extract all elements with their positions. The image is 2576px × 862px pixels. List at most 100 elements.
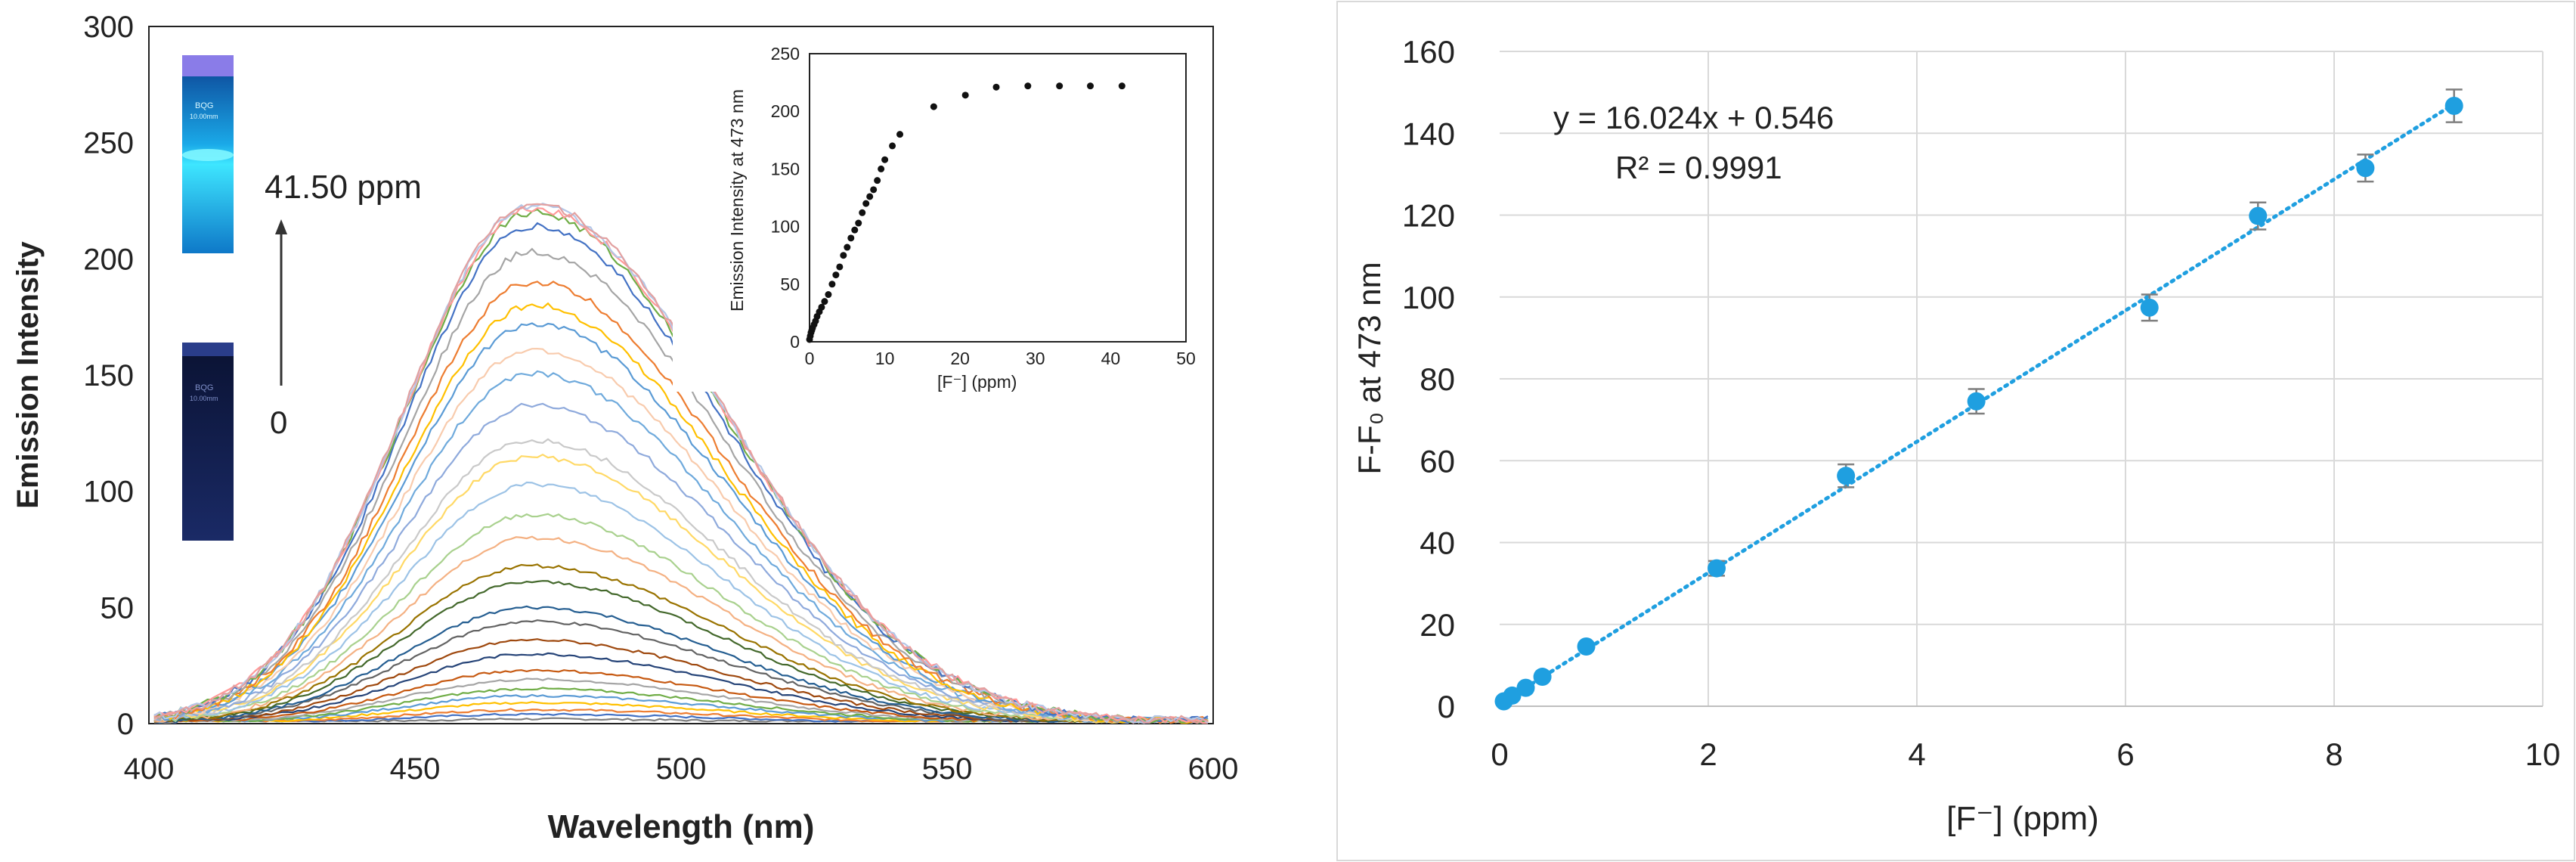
fit-equation: y = 16.024x + 0.546 xyxy=(1553,100,1834,135)
calibration-chart: 0 20 40 60 80 100 120 140 160 0 2 4 6 8 10 [F⁻] (ppm)… xyxy=(1336,1,2575,861)
calibration-fit-group xyxy=(1497,101,2457,706)
top-concentration-label: 41.50 ppm xyxy=(265,169,422,206)
inset-data-point xyxy=(881,156,889,163)
spectra-x-tick-label: 550 xyxy=(922,752,973,786)
inset-data-point xyxy=(878,165,885,172)
calibration-data-point xyxy=(2249,206,2268,225)
calibration-y-tick-label: 60 xyxy=(1420,443,1455,479)
spectrum-line xyxy=(153,535,1209,724)
calibration-x-tick-label: 8 xyxy=(2325,736,2342,772)
inset-points-group xyxy=(806,82,1125,343)
inset-titration-chart: 0 50 100 150 200 250 0 10 20 30 40 50 [F⁻] (ppm) E… xyxy=(673,29,1202,392)
calibration-data-point xyxy=(1577,637,1596,656)
inset-data-point xyxy=(825,291,832,299)
calibration-x-axis-label: [F⁻] (ppm) xyxy=(1946,800,2099,837)
spectra-x-tick-label: 400 xyxy=(124,752,175,786)
spectra-y-tick-label: 50 xyxy=(101,591,135,625)
calibration-x-tick-label: 6 xyxy=(2116,736,2134,772)
calibration-y-tick-label: 140 xyxy=(1402,116,1455,151)
calibration-y-tick-label: 0 xyxy=(1438,689,1455,724)
spectra-x-tick-label: 600 xyxy=(1188,752,1239,786)
calibration-y-tick-label: 40 xyxy=(1420,526,1455,561)
inset-data-point xyxy=(847,234,855,242)
spectrum-line xyxy=(153,481,1209,724)
inset-y-tick-labels: 0 50 100 150 200 250 xyxy=(771,44,800,352)
inset-x-tick-label: 10 xyxy=(875,349,895,368)
inset-x-tick-labels: 0 10 20 30 40 50 xyxy=(805,349,1196,368)
inset-data-point xyxy=(870,186,878,194)
cuvette-bottom-sublabel: 10.00mm xyxy=(190,395,218,402)
inset-background xyxy=(673,29,1202,392)
inset-x-axis-label: [F⁻] (ppm) xyxy=(937,372,1017,392)
spectra-x-tick-labels: 400 450 500 550 600 xyxy=(124,752,1239,786)
spectrum-line xyxy=(153,281,1209,724)
spectra-x-tick-label: 450 xyxy=(390,752,441,786)
calibration-data-point xyxy=(1708,559,1726,578)
calibration-data-point xyxy=(2356,159,2375,178)
inset-data-point xyxy=(821,298,828,305)
inset-x-tick-label: 40 xyxy=(1101,349,1121,368)
inset-x-tick-label: 0 xyxy=(805,349,815,368)
calibration-x-tick-label: 2 xyxy=(1699,736,1717,772)
inset-data-point xyxy=(840,252,847,259)
calibration-gridlines xyxy=(1500,51,2543,706)
spectra-y-tick-label: 200 xyxy=(83,243,134,276)
cuvette-top-label: BQG xyxy=(195,101,213,110)
calibration-y-tick-labels: 0 20 40 60 80 100 120 140 160 xyxy=(1402,34,1455,724)
spectra-y-tick-label: 250 xyxy=(83,127,134,160)
inset-data-point xyxy=(844,243,851,251)
inset-data-point xyxy=(992,83,1000,91)
spectra-plot-frame xyxy=(148,26,1214,724)
inset-data-point xyxy=(828,281,836,288)
inset-x-tick-label: 30 xyxy=(1026,349,1045,368)
calibration-x-tick-label: 10 xyxy=(2525,736,2561,772)
spectrum-line xyxy=(153,370,1209,724)
inset-data-point xyxy=(1056,82,1064,90)
spectra-y-axis-label: Emission Intensity xyxy=(11,241,45,509)
spectrum-line xyxy=(153,605,1209,724)
inset-y-tick-label: 100 xyxy=(771,217,800,237)
fit-r-squared: R² = 0.9991 xyxy=(1615,150,1782,185)
calibration-data-point xyxy=(1837,467,1856,485)
inset-y-tick-label: 50 xyxy=(780,274,800,294)
calibration-data-point xyxy=(2140,298,2159,317)
inset-data-point xyxy=(832,271,840,279)
cuvette-dark-image: BQG 10.00mm xyxy=(182,343,234,541)
inset-data-point xyxy=(1087,82,1094,90)
titration-arrow-head xyxy=(275,219,287,234)
spectrum-line xyxy=(153,438,1209,724)
inset-data-point xyxy=(836,263,844,271)
inset-y-tick-label: 150 xyxy=(771,159,800,178)
inset-data-point xyxy=(889,142,896,150)
inset-data-point xyxy=(866,193,874,200)
inset-plot-frame xyxy=(809,53,1187,343)
calibration-data-point xyxy=(1516,678,1535,697)
inset-data-point xyxy=(930,103,937,110)
inset-data-point xyxy=(818,303,825,311)
calibration-y-tick-label: 160 xyxy=(1402,34,1455,70)
calibration-y-tick-label: 80 xyxy=(1420,361,1455,397)
calibration-y-axis-label: F-F₀ at 473 nm xyxy=(1351,262,1387,474)
spectrum-line xyxy=(153,513,1209,724)
spectra-x-axis-label: Wavelength (nm) xyxy=(548,808,815,845)
inset-data-point xyxy=(896,131,904,138)
inset-data-point xyxy=(862,200,870,207)
spectra-x-tick-label: 500 xyxy=(656,752,707,786)
inset-data-point xyxy=(859,209,866,216)
calibration-x-tick-label: 4 xyxy=(1908,736,1925,772)
calibration-fit-line xyxy=(1497,101,2457,706)
calibration-y-tick-label: 20 xyxy=(1420,607,1455,643)
spectra-y-tick-label: 300 xyxy=(83,11,134,44)
calibration-data-point xyxy=(1533,668,1552,687)
spectra-y-tick-label: 100 xyxy=(83,476,134,509)
spectrum-line xyxy=(153,402,1209,724)
inset-data-point xyxy=(855,219,862,227)
inset-x-tick-label: 50 xyxy=(1176,349,1196,368)
spectra-y-tick-label: 0 xyxy=(117,708,134,741)
inset-data-point xyxy=(851,226,859,234)
inset-y-tick-label: 250 xyxy=(771,44,800,64)
spectrum-line xyxy=(153,347,1209,724)
inset-data-point xyxy=(1118,82,1125,90)
cuvette-fluorescent-image: BQG 10.00mm xyxy=(182,55,234,253)
